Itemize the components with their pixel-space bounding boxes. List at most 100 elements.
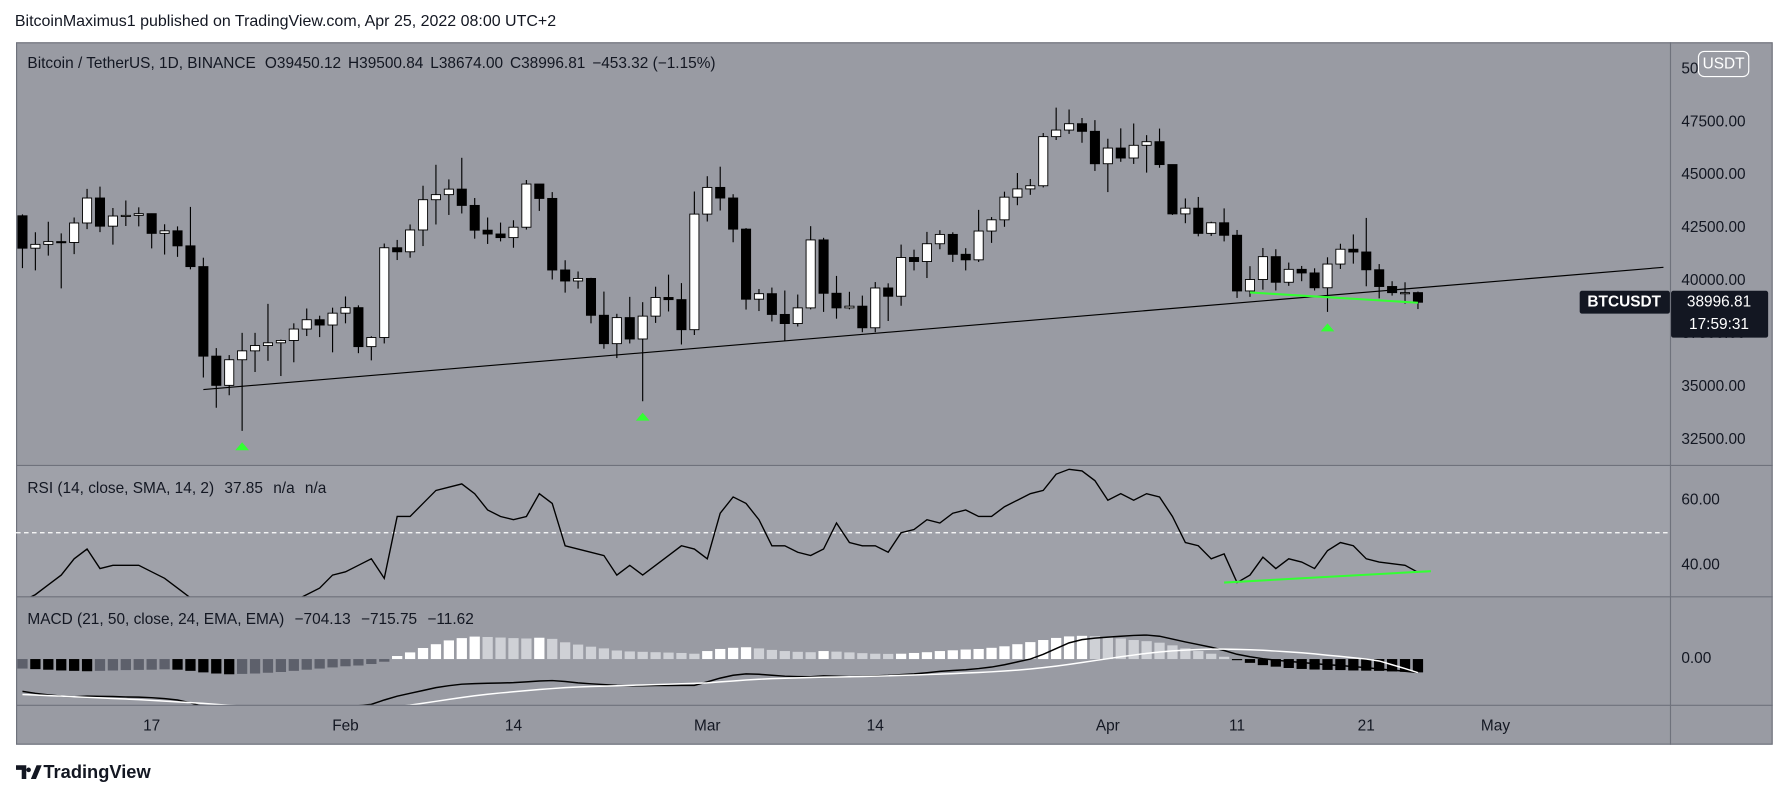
logo-mark: [16, 765, 42, 779]
macd-histogram-bar: [495, 637, 506, 660]
ohlc-key: L: [430, 55, 439, 72]
macd-histogram-bar: [288, 659, 299, 671]
symbol-label-box: [1579, 290, 1670, 314]
candle-body: [1244, 279, 1256, 292]
trend-line: [1224, 570, 1431, 584]
macd-histogram-bar: [340, 659, 351, 667]
footer-brand: TradingView: [43, 761, 151, 782]
candle-body: [1128, 144, 1139, 159]
macd-histogram-bar: [327, 659, 338, 668]
candle-body: [766, 293, 777, 315]
macd-histogram-bar: [870, 653, 881, 660]
macd-histogram-bar: [262, 659, 274, 673]
candle-body: [340, 307, 351, 314]
macd-histogram-bar: [857, 653, 868, 660]
ohlc-key: O: [265, 55, 277, 72]
macd-histogram-bar: [198, 659, 209, 673]
x-tick-label: 14: [505, 718, 523, 735]
candle-body: [663, 297, 674, 301]
rsi-line: [30, 468, 1419, 597]
macd-histogram-bar: [81, 659, 93, 672]
macd-histogram-bar: [753, 648, 765, 660]
candle-body: [1038, 136, 1049, 187]
x-tick-label: 11: [1229, 718, 1245, 735]
macd-histogram-bar: [689, 653, 700, 660]
macd-histogram-bar: [366, 659, 377, 665]
macd-histogram-bar: [572, 644, 584, 660]
macd-histogram-bar: [146, 659, 157, 670]
macd-histogram-bar: [508, 638, 519, 660]
y-tick-label: 35000.00: [1681, 378, 1745, 395]
candle-body: [598, 314, 609, 345]
candle-body: [624, 317, 635, 340]
ohlc-value: 38996.81: [521, 55, 585, 72]
y-tick-label: 40.00: [1681, 556, 1720, 573]
candle-body: [999, 196, 1010, 221]
candle-body: [198, 266, 209, 357]
macd-histogram-bar: [224, 659, 235, 675]
macd-histogram-bar: [792, 651, 803, 660]
candle-body: [1412, 292, 1423, 303]
low-marker: [235, 442, 249, 451]
candle-body: [560, 269, 571, 282]
candle-body: [482, 229, 493, 235]
candle-body: [947, 233, 958, 255]
x-tick-label: 21: [1358, 718, 1375, 735]
macd-histogram-bar: [30, 659, 41, 670]
chart-background: [16, 42, 1773, 745]
price-pane: [17, 107, 1664, 451]
chart-border: [16, 42, 1773, 745]
candle-body: [417, 199, 429, 231]
macd-histogram-bar: [727, 647, 739, 660]
candle-body: [120, 214, 131, 217]
macd-histogram-bar: [585, 646, 597, 660]
macd-histogram-bar: [236, 659, 248, 674]
macd-histogram-bar: [986, 647, 997, 660]
symbol-title: Bitcoin / TetherUS, 1D, BINANCE: [27, 55, 255, 72]
macd-histogram-bar: [1296, 659, 1307, 669]
macd-histogram-bar: [1348, 659, 1359, 671]
candle-body: [456, 188, 467, 206]
footer-logo: TradingView: [16, 761, 151, 782]
macd-histogram-bar: [521, 638, 532, 660]
candle-body: [392, 247, 403, 253]
macd-histogram-bar: [934, 651, 946, 660]
macd-histogram-bar: [1231, 659, 1243, 661]
macd-histogram-bar: [715, 648, 726, 660]
macd-histogram-bar: [107, 659, 119, 671]
usdt-badge[interactable]: USDT: [1697, 50, 1750, 78]
macd-value: −715.75: [361, 611, 417, 628]
candle-body: [275, 340, 286, 344]
macd-histogram-bar: [637, 651, 648, 660]
publisher-line: BitcoinMaximus1 published on TradingView…: [15, 13, 556, 30]
candle-body: [844, 305, 855, 309]
candle-body: [1180, 207, 1191, 215]
macd-histogram-bar: [883, 653, 894, 660]
macd-histogram-bar: [430, 644, 442, 660]
candle-body: [715, 186, 726, 199]
macd-histogram-bar: [1012, 644, 1023, 660]
candle-body: [689, 213, 700, 331]
macd-histogram-bar: [353, 659, 364, 666]
candle-body: [379, 247, 390, 338]
candle-body: [250, 345, 261, 352]
candle-body: [469, 204, 480, 231]
candle-body: [1154, 141, 1165, 166]
macd-histogram-bar: [740, 647, 752, 660]
candle-body: [702, 186, 713, 215]
macd-histogram-bar: [1399, 659, 1411, 672]
macd-histogram-bar: [1141, 641, 1152, 660]
axes: 32500.0035000.0037500.0040000.0042500.00…: [143, 60, 1769, 735]
candle-body: [934, 233, 945, 245]
macd-histogram-bar: [844, 652, 855, 660]
candle-body: [1025, 185, 1036, 190]
macd-histogram-bar: [663, 652, 674, 660]
macd-histogram-bar: [172, 659, 183, 670]
ohlc-key: H: [348, 55, 359, 72]
macd-histogram-bar: [534, 637, 545, 660]
macd-legend: MACD (21, 50, close, 24, EMA, EMA) −704.1…: [27, 611, 473, 628]
low-marker: [635, 412, 650, 421]
macd-histogram-bar: [1063, 636, 1075, 660]
candle-body: [986, 219, 997, 232]
